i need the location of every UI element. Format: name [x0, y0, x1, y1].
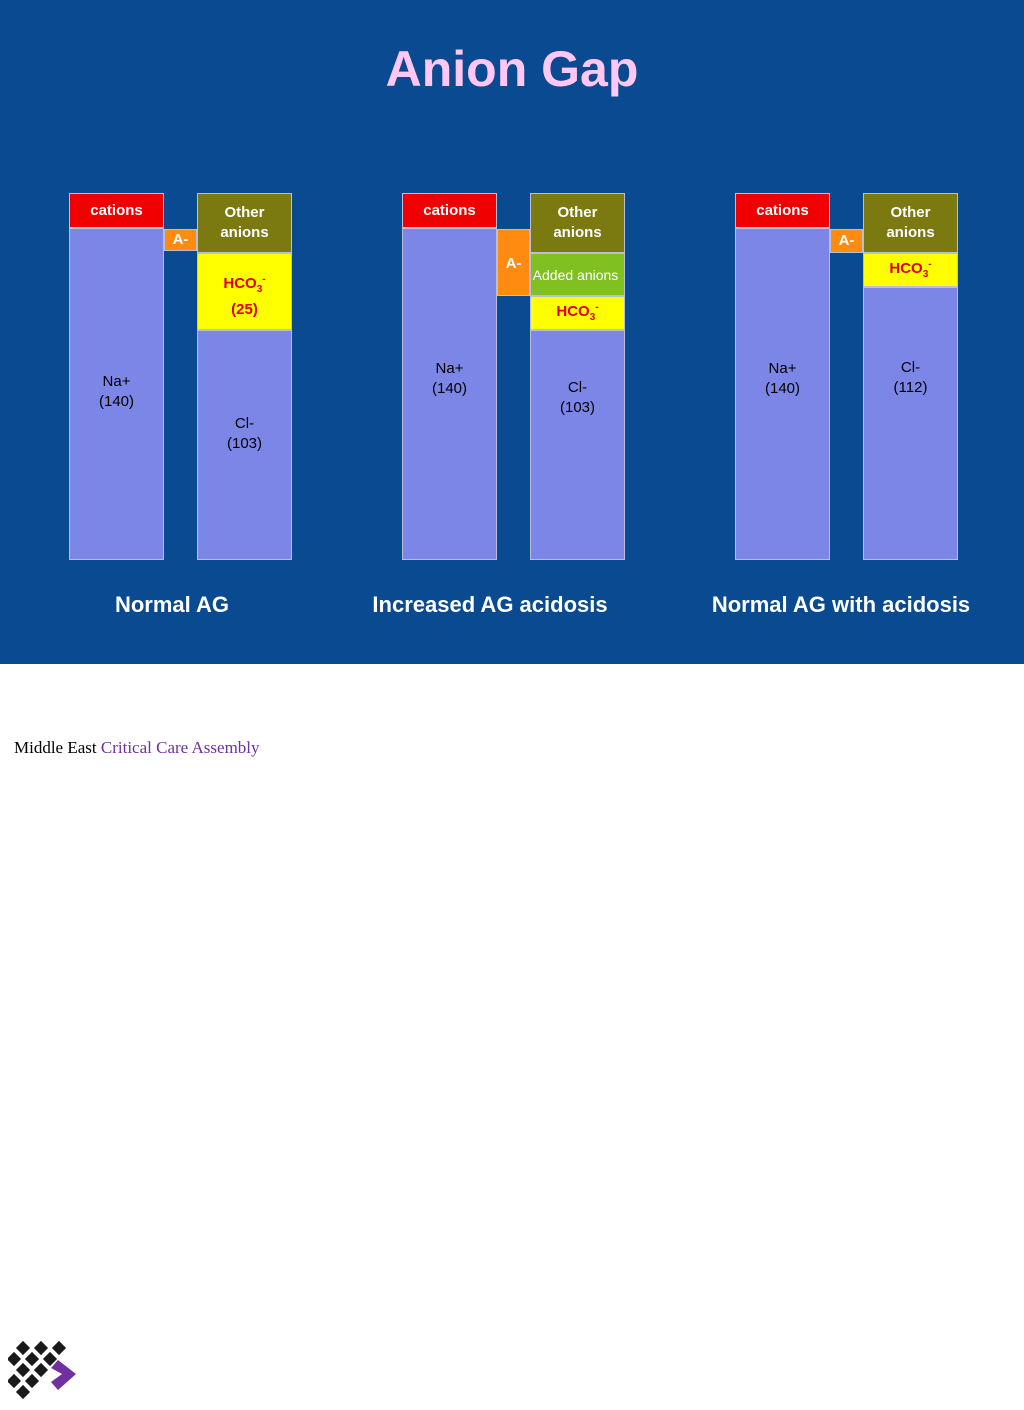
- sodium-label: Na+: [768, 360, 797, 377]
- added-anions-label: Added anions: [532, 267, 619, 283]
- panel-caption-increased-ag-acidosis: Increased AG acidosis: [372, 592, 608, 617]
- other-anions-label-2: anions: [220, 224, 269, 241]
- a-minus-label: A-: [838, 232, 855, 249]
- other-anions-label-1: Other: [557, 204, 598, 221]
- a-minus-block: A-: [164, 229, 197, 251]
- slide-title: Anion Gap: [385, 41, 639, 97]
- other-anions-label-1: Other: [224, 204, 265, 221]
- chloride-label: Cl-: [234, 415, 255, 432]
- sodium-label: Na+: [102, 373, 131, 390]
- chloride-block: Cl- (112): [863, 287, 958, 560]
- bicarbonate-label: HCO3-: [556, 302, 599, 323]
- sodium-value: (140): [431, 380, 468, 397]
- logo-text-part1: Middle East: [14, 738, 97, 757]
- panel-caption-normal-ag: Normal AG: [114, 592, 230, 617]
- sodium-label: Na+: [435, 360, 464, 377]
- bicarbonate-block: HCO3-: [530, 296, 625, 330]
- sodium-block: Na+ (140): [735, 228, 830, 560]
- diamond-logo-icon: [8, 1340, 76, 1400]
- sodium-block: Na+ (140): [402, 228, 497, 560]
- logo-text-part2: Critical Care Assembly: [100, 738, 260, 757]
- chloride-block: Cl- (103): [530, 330, 625, 560]
- other-anions-block: Other anions: [197, 193, 292, 253]
- chloride-label: Cl-: [900, 359, 921, 376]
- logo-text: Middle East Critical Care Assembly: [14, 738, 260, 758]
- bicarbonate-block: HCO3-: [863, 253, 958, 287]
- panel-caption-normal-ag-with-acidosis: Normal AG with acidosis: [711, 592, 971, 617]
- chloride-label: Cl-: [567, 379, 588, 396]
- chloride-value: (112): [893, 379, 928, 396]
- footer: Middle East Critical Care Assembly: [0, 664, 1024, 1400]
- slide-background: Anion Gap cations Na+ (140) A- Other ani…: [0, 0, 1024, 664]
- cations-label: cations: [756, 201, 809, 219]
- sodium-value: (140): [764, 380, 801, 397]
- other-anions-label-2: anions: [553, 224, 602, 241]
- cations-label: cations: [90, 201, 143, 219]
- a-minus-block: A-: [497, 229, 530, 296]
- added-anions-block: Added anions: [530, 253, 625, 296]
- chloride-value: (103): [226, 435, 263, 452]
- other-anions-label-1: Other: [890, 204, 931, 221]
- cations-block: cations: [69, 193, 164, 228]
- bicarbonate-label: HCO3-: [889, 259, 932, 280]
- cations-block: cations: [735, 193, 830, 228]
- bicarbonate-label: HCO3-: [223, 274, 266, 295]
- sodium-block: Na+ (140): [69, 228, 164, 560]
- chloride-block: Cl- (103): [197, 330, 292, 560]
- other-anions-block: Other anions: [530, 193, 625, 253]
- bicarbonate-value: (25): [231, 301, 258, 318]
- cations-block: cations: [402, 193, 497, 228]
- a-minus-block: A-: [830, 229, 863, 253]
- a-minus-label: A-: [505, 255, 522, 272]
- chloride-value: (103): [559, 399, 596, 416]
- a-minus-label: A-: [172, 231, 189, 248]
- sodium-value: (140): [98, 393, 135, 410]
- other-anions-label-2: anions: [886, 224, 935, 241]
- other-anions-block: Other anions: [863, 193, 958, 253]
- cations-label: cations: [423, 201, 476, 219]
- bicarbonate-block: HCO3- (25): [197, 253, 292, 330]
